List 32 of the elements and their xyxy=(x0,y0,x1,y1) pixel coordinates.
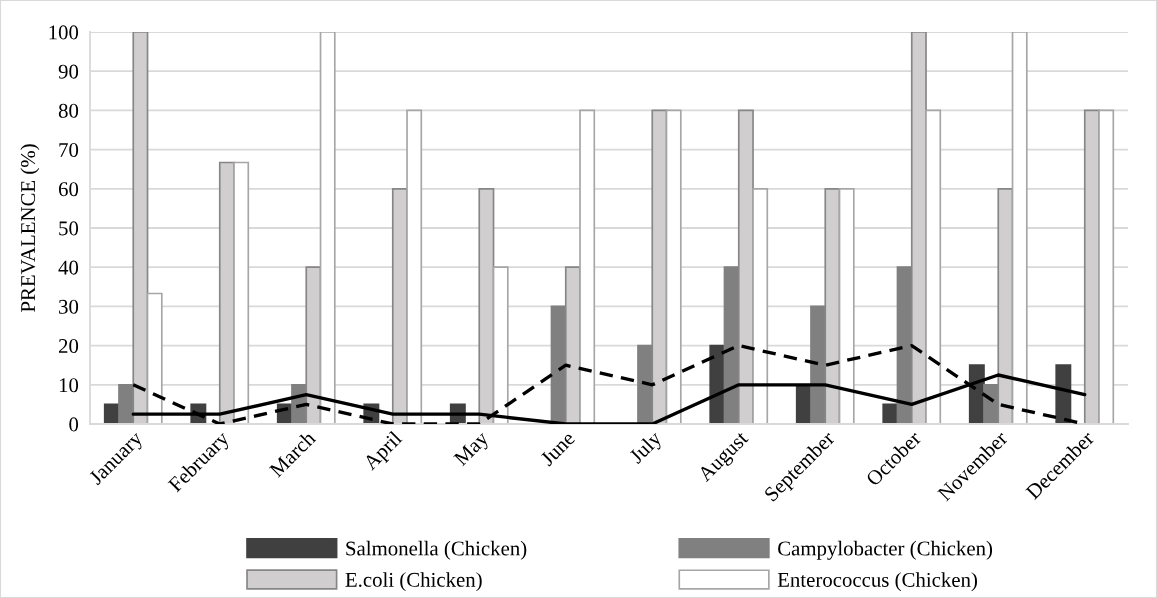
y-tick-label: 40 xyxy=(58,260,79,275)
bar xyxy=(146,292,163,424)
bar xyxy=(1011,32,1028,424)
y-tick-label: 10 xyxy=(59,378,79,393)
bar xyxy=(492,266,509,424)
x-tick-label: June xyxy=(539,430,576,467)
y-tick-label: 100 xyxy=(49,25,79,40)
bar xyxy=(752,187,769,424)
y-tick-label: 20 xyxy=(58,338,79,354)
y-tick-label: 90 xyxy=(58,64,79,79)
y-tick-label: 50 xyxy=(59,221,79,236)
y-tick-label: 60 xyxy=(58,182,79,197)
y-tick-label: 30 xyxy=(59,299,79,314)
y-axis-title: PREVALENCE (%) xyxy=(20,144,40,312)
bar xyxy=(579,109,596,424)
legend-label: E.coli (Chicken) xyxy=(345,572,482,592)
legend-label: Campylobacter (Chicken) xyxy=(778,540,993,560)
bar xyxy=(319,32,336,424)
bar xyxy=(406,109,423,424)
x-tick-label: July xyxy=(628,429,666,468)
legend-label: Salmonella (Chicken) xyxy=(346,540,527,560)
y-tick-label: 0 xyxy=(69,417,79,432)
bar xyxy=(233,161,250,424)
legend-label: Enterococcus (Chicken) xyxy=(777,572,977,592)
bar xyxy=(1055,364,1072,424)
bar xyxy=(925,109,942,424)
bar xyxy=(1098,109,1115,424)
y-tick-label: 80 xyxy=(58,103,79,118)
x-tick-label: May xyxy=(453,430,493,470)
bar xyxy=(838,187,855,424)
y-tick-label: 70 xyxy=(59,142,79,158)
bar xyxy=(665,109,682,424)
